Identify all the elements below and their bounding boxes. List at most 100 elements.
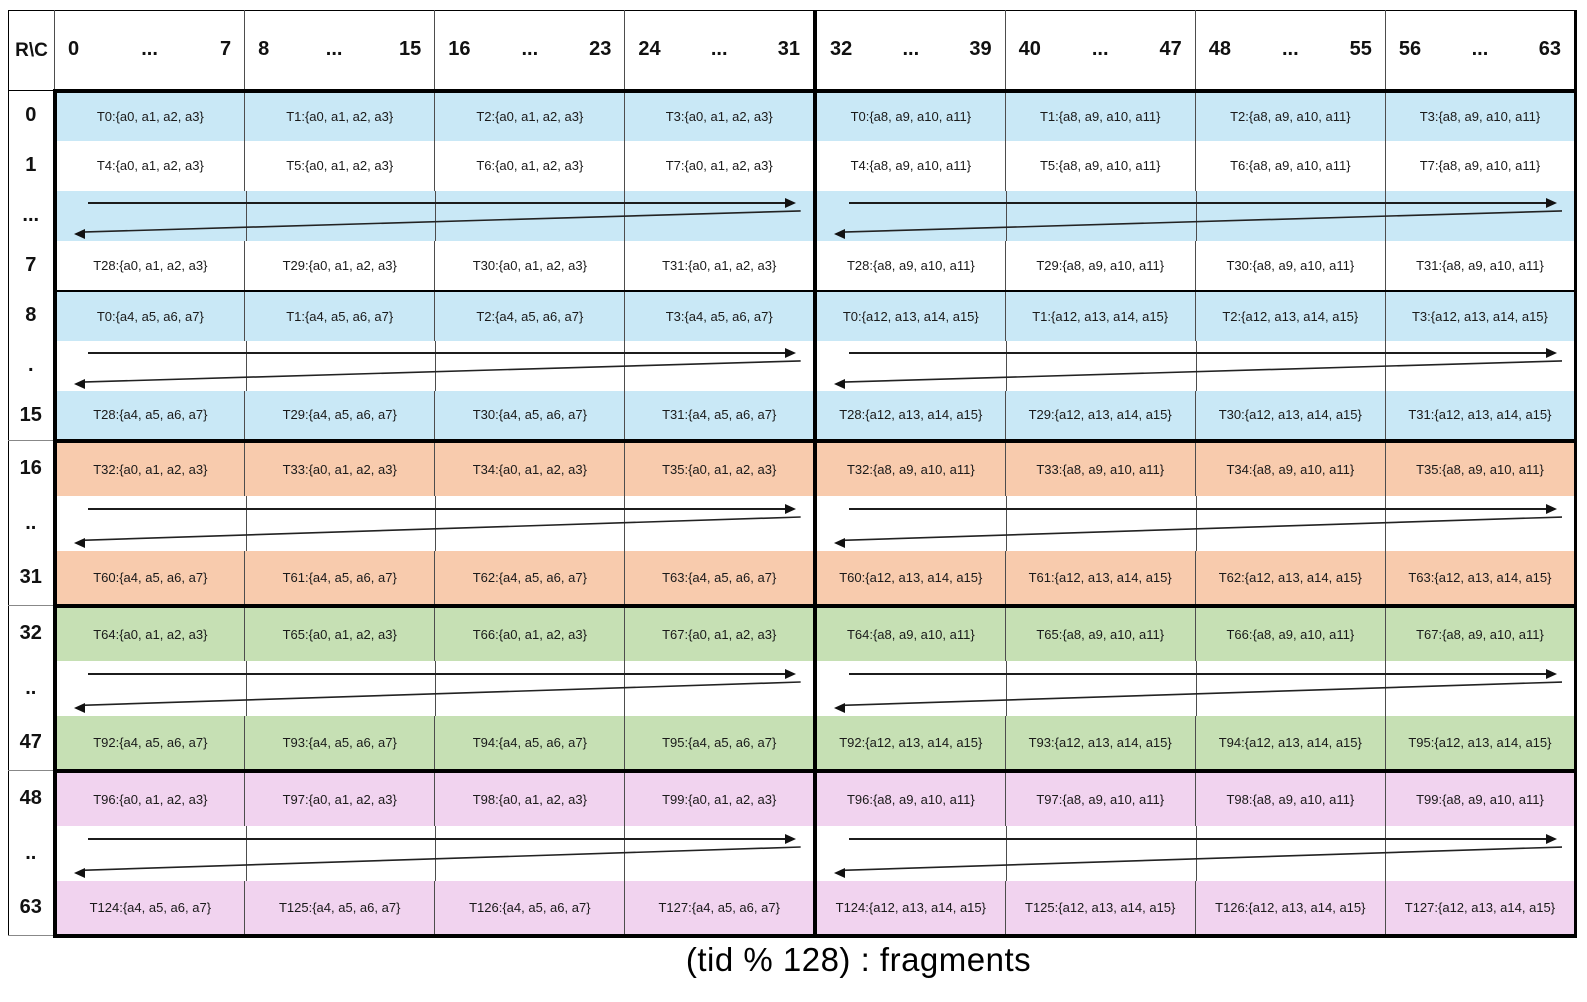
row-label: 7 bbox=[8, 240, 55, 291]
fragment-cell: T60:{a4, a5, a6, a7} bbox=[52, 550, 245, 608]
fragment-cell: T28:{a4, a5, a6, a7} bbox=[52, 390, 245, 443]
fragment-cell: T29:{a4, a5, a6, a7} bbox=[244, 390, 435, 443]
fragment-cell: T94:{a12, a13, a14, a15} bbox=[1194, 715, 1386, 773]
fragment-cell: T98:{a8, a9, a10, a11} bbox=[1194, 770, 1386, 826]
fragment-row: 47 T92:{a4, a5, a6, a7} T93:{a4, a5, a6, a… bbox=[8, 715, 1578, 773]
fragment-cell: T28:{a0, a1, a2, a3} bbox=[52, 240, 245, 291]
fragment-cell: T35:{a0, a1, a2, a3} bbox=[624, 440, 815, 496]
snake-arrow-cell bbox=[813, 190, 1577, 241]
fragment-cell: T65:{a0, a1, a2, a3} bbox=[244, 605, 435, 661]
arrow-right-icon bbox=[1546, 347, 1558, 358]
snake-arrow-row: ... bbox=[8, 190, 1577, 241]
fragment-cell: T99:{a0, a1, a2, a3} bbox=[624, 770, 815, 826]
column-divider-line bbox=[1195, 190, 1197, 241]
fragment-cell: T3:{a4, a5, a6, a7} bbox=[624, 289, 815, 341]
snake-return-line bbox=[82, 681, 801, 706]
snake-arrow-cell bbox=[813, 660, 1577, 716]
column-divider-line bbox=[434, 495, 436, 551]
fragment-cell: T30:{a4, a5, a6, a7} bbox=[434, 390, 625, 443]
fragment-cell: T127:{a12, a13, a14, a15} bbox=[1384, 880, 1578, 938]
snake-arrow-row: .. bbox=[8, 660, 1577, 716]
fragment-cell: T30:{a0, a1, a2, a3} bbox=[434, 240, 625, 291]
fragment-cell: T2:{a12, a13, a14, a15} bbox=[1194, 289, 1386, 341]
fragment-cell: T67:{a8, a9, a10, a11} bbox=[1384, 605, 1578, 661]
fragment-cell: T0:{a8, a9, a10, a11} bbox=[812, 90, 1006, 141]
row-label: 63 bbox=[8, 880, 55, 936]
column-divider-line bbox=[245, 340, 247, 391]
fragment-row: 63 T124:{a4, a5, a6, a7} T125:{a4, a5, a6,… bbox=[8, 880, 1578, 938]
snake-return-line bbox=[82, 360, 801, 383]
fragment-cell: T3:{a8, a9, a10, a11} bbox=[1384, 90, 1578, 141]
fragment-cell: T28:{a8, a9, a10, a11} bbox=[812, 240, 1006, 291]
fragment-cell: T28:{a12, a13, a14, a15} bbox=[812, 390, 1006, 443]
column-divider-line bbox=[245, 660, 247, 716]
snake-arrow-cell bbox=[813, 825, 1577, 881]
column-divider-line bbox=[1195, 825, 1197, 881]
fragment-cell: T63:{a12, a13, a14, a15} bbox=[1384, 550, 1578, 608]
fragment-cell: T97:{a0, a1, a2, a3} bbox=[244, 770, 435, 826]
snake-return-line bbox=[843, 846, 1562, 871]
snake-return-line bbox=[82, 516, 801, 541]
fragment-cell: T31:{a12, a13, a14, a15} bbox=[1384, 390, 1578, 443]
column-divider-line bbox=[1006, 340, 1008, 391]
arrow-left-icon bbox=[73, 702, 85, 713]
col-group-header: 0... 7 bbox=[53, 10, 245, 93]
fragment-row: 15 T28:{a4, a5, a6, a7} T29:{a4, a5, a6, a… bbox=[8, 390, 1578, 443]
col-group-header: 56... 63 bbox=[1384, 10, 1578, 93]
fragment-cell: T65:{a8, a9, a10, a11} bbox=[1004, 605, 1196, 661]
fragment-cell: T98:{a0, a1, a2, a3} bbox=[434, 770, 625, 826]
fragment-cell: T2:{a4, a5, a6, a7} bbox=[434, 289, 625, 341]
fragment-cell: T1:{a0, a1, a2, a3} bbox=[244, 90, 435, 141]
fragment-cell: T0:{a12, a13, a14, a15} bbox=[812, 289, 1006, 341]
col-dots-label: ... bbox=[902, 38, 920, 61]
snake-return-line bbox=[843, 681, 1562, 706]
arrow-right-icon bbox=[785, 833, 797, 844]
arrow-right-icon bbox=[1546, 197, 1558, 208]
fragment-row: 31 T60:{a4, a5, a6, a7} T61:{a4, a5, a6, a… bbox=[8, 550, 1578, 608]
column-divider-line bbox=[1006, 190, 1008, 241]
snake-arrow-cell bbox=[52, 660, 815, 716]
col-end-label: 23 bbox=[589, 38, 612, 61]
fragment-cell: T97:{a8, a9, a10, a11} bbox=[1004, 770, 1196, 826]
snake-forward-line bbox=[88, 837, 788, 840]
row-label: 0 bbox=[8, 90, 55, 141]
col-end-label: 39 bbox=[969, 38, 992, 61]
fragment-row: 48 T96:{a0, a1, a2, a3} T97:{a0, a1, a2, a… bbox=[8, 770, 1578, 826]
col-dots-label: ... bbox=[710, 38, 728, 61]
col-start-label: 40 bbox=[1018, 38, 1041, 61]
col-group-header: 40... 47 bbox=[1004, 10, 1196, 93]
fragment-row: 16 T32:{a0, a1, a2, a3} T33:{a0, a1, a2, a… bbox=[8, 440, 1578, 496]
fragment-cell: T30:{a12, a13, a14, a15} bbox=[1194, 390, 1386, 443]
col-end-label: 15 bbox=[398, 38, 422, 61]
arrow-left-icon bbox=[73, 537, 85, 548]
row-label: 47 bbox=[8, 715, 55, 771]
column-divider-line bbox=[1006, 825, 1008, 881]
fragment-cell: T67:{a0, a1, a2, a3} bbox=[624, 605, 815, 661]
fragment-row: 8 T0:{a4, a5, a6, a7} T1:{a4, a5, a6, a7} T… bbox=[8, 289, 1578, 341]
caption: (tid % 128) : fragments bbox=[685, 940, 1032, 978]
fragment-row: 7 T28:{a0, a1, a2, a3} T29:{a0, a1, a2, a3… bbox=[8, 240, 1578, 291]
fragment-cell: T92:{a4, a5, a6, a7} bbox=[52, 715, 245, 773]
col-start-label: 32 bbox=[830, 38, 853, 61]
col-start-label: 24 bbox=[638, 38, 661, 61]
column-divider-line bbox=[1195, 660, 1197, 716]
fragment-row: 1 T4:{a0, a1, a2, a3} T5:{a0, a1, a2, a3} T… bbox=[8, 140, 1578, 191]
arrow-left-icon bbox=[73, 867, 85, 878]
column-divider-line bbox=[1195, 340, 1197, 391]
col-start-label: 0 bbox=[68, 38, 80, 61]
column-divider-line bbox=[245, 825, 247, 881]
arrow-left-icon bbox=[73, 228, 85, 239]
fragment-cell: T0:{a0, a1, a2, a3} bbox=[52, 90, 245, 141]
fragment-cell: T124:{a4, a5, a6, a7} bbox=[52, 880, 245, 938]
fragment-cell: T64:{a0, a1, a2, a3} bbox=[52, 605, 245, 661]
row-label: 48 bbox=[8, 770, 55, 826]
snake-arrow-cell bbox=[813, 340, 1577, 391]
snake-arrow-cell bbox=[52, 495, 815, 551]
snake-return-line bbox=[82, 846, 801, 871]
fragment-cell: T125:{a12, a13, a14, a15} bbox=[1004, 880, 1196, 938]
column-divider-line bbox=[1006, 660, 1008, 716]
arrow-left-icon bbox=[834, 228, 846, 239]
snake-forward-line bbox=[88, 201, 788, 204]
col-end-label: 31 bbox=[777, 38, 800, 61]
fragment-cell: T124:{a12, a13, a14, a15} bbox=[812, 880, 1006, 938]
